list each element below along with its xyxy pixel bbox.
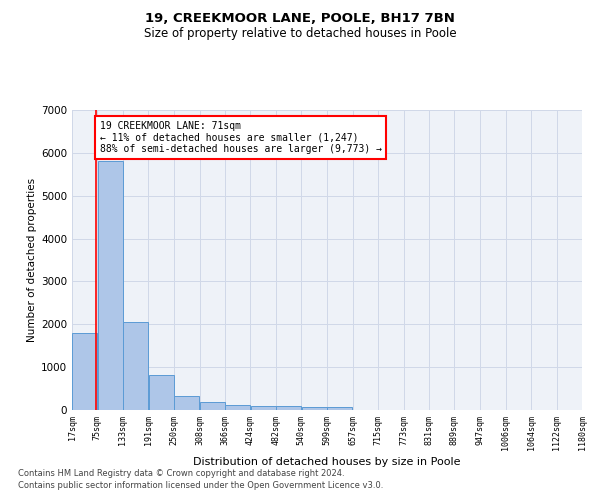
Bar [276,406,301,410]
Bar [251,406,275,410]
Y-axis label: Number of detached properties: Number of detached properties [27,178,37,342]
Bar [149,375,173,410]
Bar [175,396,199,410]
Bar [98,162,122,410]
Bar [328,407,352,410]
Text: Contains HM Land Registry data © Crown copyright and database right 2024.: Contains HM Land Registry data © Crown c… [18,468,344,477]
Bar [225,406,250,410]
X-axis label: Distribution of detached houses by size in Poole: Distribution of detached houses by size … [193,457,461,467]
Text: Contains public sector information licensed under the Open Government Licence v3: Contains public sector information licen… [18,481,383,490]
Bar [200,402,225,410]
Bar [302,407,326,410]
Bar [123,322,148,410]
Text: Size of property relative to detached houses in Poole: Size of property relative to detached ho… [143,28,457,40]
Bar [72,333,97,410]
Text: 19 CREEKMOOR LANE: 71sqm
← 11% of detached houses are smaller (1,247)
88% of sem: 19 CREEKMOOR LANE: 71sqm ← 11% of detach… [100,120,382,154]
Text: 19, CREEKMOOR LANE, POOLE, BH17 7BN: 19, CREEKMOOR LANE, POOLE, BH17 7BN [145,12,455,26]
